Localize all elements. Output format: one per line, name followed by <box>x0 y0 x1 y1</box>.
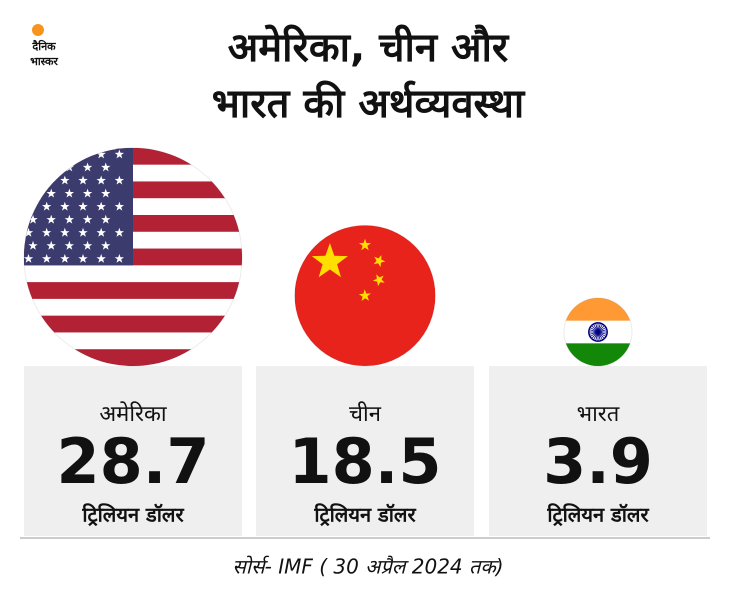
flag-star <box>46 188 56 198</box>
flag-star <box>64 188 74 198</box>
flag-spoke <box>589 329 607 335</box>
logo-sun <box>32 24 44 36</box>
category-label: अमेरिका <box>99 401 167 427</box>
bubble <box>563 297 633 367</box>
bubble <box>23 147 243 367</box>
flag-star <box>82 214 93 224</box>
flag-star <box>359 238 371 251</box>
bubble <box>294 224 436 367</box>
flag-star <box>114 175 124 185</box>
flag <box>23 147 243 366</box>
logo-text: भास्कर <box>30 55 58 68</box>
flag-star <box>82 188 93 198</box>
flag-star <box>23 227 34 237</box>
flag <box>294 225 436 366</box>
flag-star <box>96 175 106 185</box>
flag-stripe <box>23 332 243 350</box>
flag-star <box>64 240 74 250</box>
flag-star <box>60 253 70 263</box>
flag-star <box>96 149 106 159</box>
flag-star <box>78 201 88 211</box>
flag-star <box>101 240 111 250</box>
logo-text: दैनिक <box>31 39 56 53</box>
flag-star <box>101 188 111 198</box>
flag <box>564 298 632 366</box>
title: भारत की अर्थव्यवस्था <box>212 80 526 127</box>
category-label: भारत <box>577 402 620 427</box>
flag-star <box>372 274 385 287</box>
flag-star <box>78 227 88 237</box>
flag-star <box>101 214 111 224</box>
flag-star <box>60 201 70 211</box>
flag-star <box>101 162 111 172</box>
flag-star <box>96 201 106 211</box>
flag-star <box>28 214 38 224</box>
flag-band <box>564 298 632 322</box>
flag-star <box>373 255 386 268</box>
title: अमेरिका, चीन और <box>228 24 510 71</box>
flag-band <box>564 343 632 366</box>
value-label: 28.7 <box>57 425 210 498</box>
source: सोर्स- IMF ( 30 अप्रैल 2024 तक) <box>232 555 503 579</box>
flag-star <box>96 253 106 263</box>
flag-star <box>82 240 93 250</box>
category-label: चीन <box>349 401 382 427</box>
flag-star <box>23 253 34 263</box>
unit-label: ट्रिलियन डॉलर <box>546 503 649 527</box>
unit-label: ट्रिलियन डॉलर <box>81 503 184 527</box>
flag-star <box>64 214 74 224</box>
flag-stripe <box>23 282 243 300</box>
flag-star <box>311 243 348 278</box>
flag-star <box>60 227 70 237</box>
flag-star <box>42 201 52 211</box>
flag-star <box>46 214 56 224</box>
flag-star <box>78 253 88 263</box>
flag-star <box>78 175 88 185</box>
flag-star <box>82 162 93 172</box>
unit-label: ट्रिलियन डॉलर <box>313 503 416 527</box>
panel <box>489 366 707 536</box>
flag-star <box>114 227 124 237</box>
flag-star <box>358 289 371 301</box>
flag-star <box>114 253 124 263</box>
flag-star <box>96 227 106 237</box>
flag-star <box>42 253 52 263</box>
flag-stripe <box>23 315 243 333</box>
flag-star <box>42 227 52 237</box>
flag-star <box>60 175 70 185</box>
flag-star <box>114 201 124 211</box>
flag-star <box>114 149 124 159</box>
value-label: 18.5 <box>289 425 442 498</box>
panel <box>24 366 242 536</box>
flag-stripe <box>23 298 243 317</box>
panel <box>256 366 474 536</box>
value-label: 3.9 <box>543 425 653 498</box>
flag-stripe <box>23 265 243 283</box>
flag-star <box>46 240 56 250</box>
flag-star <box>28 240 38 250</box>
